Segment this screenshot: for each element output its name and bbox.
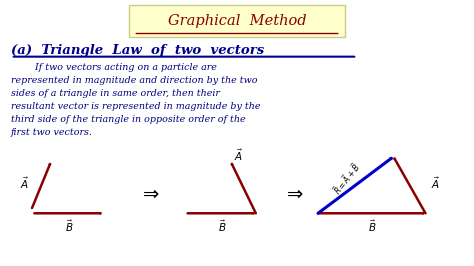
Text: $\vec{B}$: $\vec{B}$ bbox=[367, 219, 376, 234]
Text: $\vec{A}$: $\vec{A}$ bbox=[19, 175, 28, 191]
FancyBboxPatch shape bbox=[128, 5, 346, 37]
Text: $\Rightarrow$: $\Rightarrow$ bbox=[139, 184, 160, 203]
Text: (a)  Triangle  Law  of  two  vectors: (a) Triangle Law of two vectors bbox=[11, 44, 264, 57]
Text: $\vec{A}$: $\vec{A}$ bbox=[431, 176, 440, 191]
Text: Graphical  Method: Graphical Method bbox=[168, 14, 306, 28]
Text: $\Rightarrow$: $\Rightarrow$ bbox=[283, 184, 304, 203]
Text: $\vec{R}=\vec{A}+\vec{B}$: $\vec{R}=\vec{A}+\vec{B}$ bbox=[330, 161, 363, 197]
Text: $\vec{A}$: $\vec{A}$ bbox=[234, 148, 243, 163]
Text: $\vec{B}$: $\vec{B}$ bbox=[64, 219, 73, 234]
Text: If two vectors acting on a particle are
represented in magnitude and direction b: If two vectors acting on a particle are … bbox=[11, 64, 260, 137]
Text: $\vec{B}$: $\vec{B}$ bbox=[218, 219, 226, 234]
